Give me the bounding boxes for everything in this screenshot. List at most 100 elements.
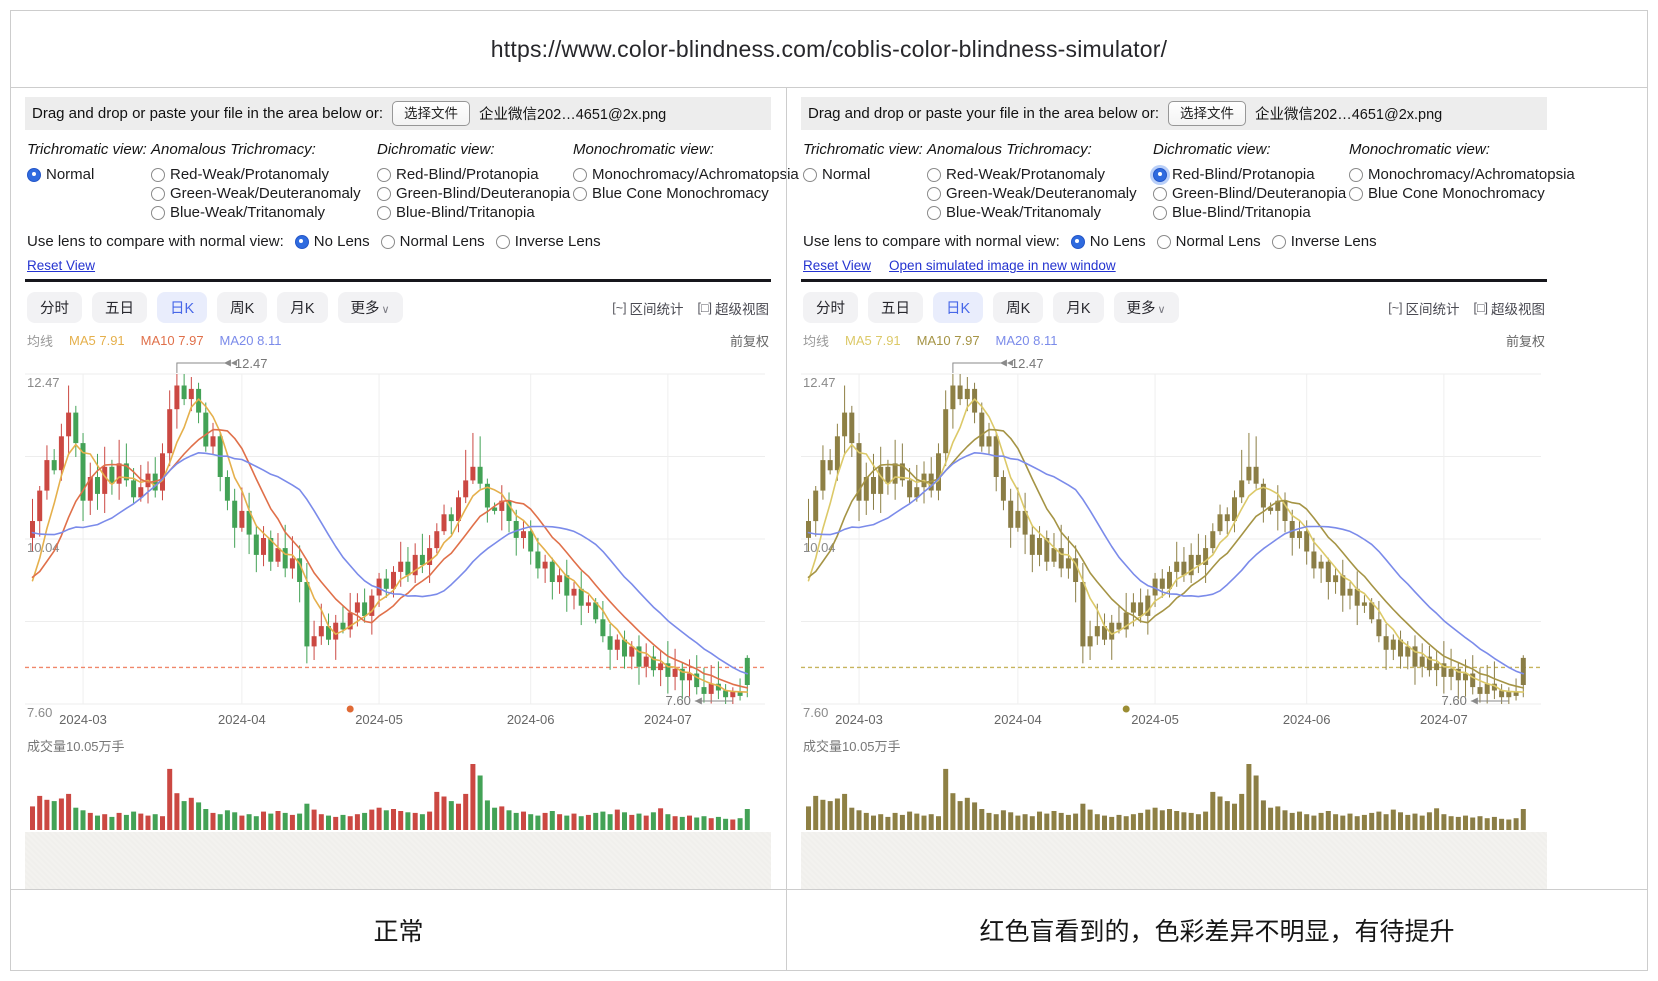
reset-view-link[interactable]: Reset View [803, 258, 872, 273]
tab-weekly-k[interactable]: 周K [217, 292, 268, 323]
radio-option-blue-blind-tritanopia[interactable]: Blue-Blind/Tritanopia [377, 203, 573, 222]
radio-option-red-blind-protanopia[interactable]: Red-Blind/Protanopia [377, 165, 573, 184]
radio-option-normal-lens[interactable]: Normal Lens [380, 232, 485, 251]
radio-option-blue-cone-monochromacy[interactable]: Blue Cone Monochromacy [1349, 184, 1575, 203]
svg-text:10.04: 10.04 [803, 540, 836, 555]
radio-option-normal-lens[interactable]: Normal Lens [1156, 232, 1261, 251]
radio-blue-weak-tritanomaly-icon [151, 205, 165, 220]
group-title: Trichromatic view: [803, 141, 923, 158]
range-stats-label: 区间统计 [1405, 301, 1460, 317]
open-simulated-image-link[interactable]: Open simulated image in new window [889, 258, 1116, 273]
radio-option-red-weak-protanomaly[interactable]: Red-Weak/Protanomaly [927, 165, 1153, 184]
panels-row: Drag and drop or paste your file in the … [11, 88, 1647, 889]
choose-file-button[interactable]: 选择文件 [1168, 101, 1247, 126]
radio-option-inverse-lens[interactable]: Inverse Lens [495, 232, 601, 251]
tab-5day[interactable]: 五日 [868, 292, 923, 323]
stock-chart-image: 分时 五日 日K 周K 月K 更多 ∨ [~] 区间统计 [□] 超级视图 [25, 279, 771, 889]
radio-label: Green-Blind/Deuteranopia [396, 185, 571, 202]
radio-option-monochromacy-achromatopsia[interactable]: Monochromacy/Achromatopsia [1349, 165, 1575, 184]
radio-green-blind-deuteranopia-icon [1153, 186, 1167, 201]
radio-label: Normal [822, 166, 871, 183]
range-stats-button[interactable]: [~] 区间统计 [1388, 298, 1459, 318]
super-view-button[interactable]: [□] 超级视图 [1474, 298, 1546, 318]
svg-text:10.04: 10.04 [27, 540, 60, 555]
option-group: Monochromatic view: Monochromacy/Achromat… [573, 141, 799, 222]
reset-view-link[interactable]: Reset View [27, 258, 96, 273]
svg-text:2024-05: 2024-05 [1131, 712, 1179, 727]
radio-inverse-lens-icon [1271, 234, 1286, 249]
radio-option-red-weak-protanomaly[interactable]: Red-Weak/Protanomaly [151, 165, 377, 184]
radio-option-blue-weak-tritanomaly[interactable]: Blue-Weak/Tritanomaly [927, 203, 1153, 222]
range-stats-label: 区间统计 [629, 301, 684, 317]
svg-text:12.47: 12.47 [1011, 356, 1044, 371]
radio-option-green-blind-deuteranopia[interactable]: Green-Blind/Deuteranopia [377, 184, 573, 203]
radio-option-no-lens[interactable]: No Lens [1070, 232, 1146, 251]
ma-legend-row: 均线 MA5 7.91 MA10 7.97 MA20 8.11 前复权 [801, 328, 1547, 352]
svg-text:成交量10.05万手: 成交量10.05万手 [27, 739, 125, 754]
radio-option-normal[interactable]: Normal [803, 165, 927, 184]
radio-normal-lens-icon [1156, 234, 1171, 249]
radio-label: Blue-Weak/Tritanomaly [170, 204, 326, 221]
chart-tabs-row: 分时 五日 日K 周K 月K 更多 ∨ [~] 区间统计 [□] 超级视图 [801, 282, 1547, 328]
tab-minute[interactable]: 分时 [803, 292, 858, 323]
radio-red-weak-protanomaly-icon [151, 167, 165, 182]
radio-option-green-weak-deuteranomaly[interactable]: Green-Weak/Deuteranomaly [927, 184, 1153, 203]
radio-option-monochromacy-achromatopsia[interactable]: Monochromacy/Achromatopsia [573, 165, 799, 184]
radio-label: Inverse Lens [514, 233, 601, 250]
links-row: Reset View [27, 258, 769, 273]
range-stats-icon: [~] [1388, 300, 1403, 315]
tab-monthly-k[interactable]: 月K [1053, 292, 1104, 323]
svg-text:12.47: 12.47 [803, 375, 836, 390]
radio-option-blue-blind-tritanopia[interactable]: Blue-Blind/Tritanopia [1153, 203, 1349, 222]
radio-option-green-blind-deuteranopia[interactable]: Green-Blind/Deuteranopia [1153, 184, 1349, 203]
radio-option-blue-weak-tritanomaly[interactable]: Blue-Weak/Tritanomaly [151, 203, 377, 222]
radio-monochromacy-achromatopsia-icon [1349, 167, 1363, 182]
radio-no-lens-icon [294, 234, 309, 249]
tab-more[interactable]: 更多 ∨ [337, 292, 403, 323]
radio-option-blue-cone-monochromacy[interactable]: Blue Cone Monochromacy [573, 184, 799, 203]
chart-tabs: 分时 五日 日K 周K 月K 更多 ∨ [803, 292, 1179, 323]
page-url: https://www.color-blindness.com/coblis-c… [11, 11, 1647, 88]
super-view-button[interactable]: [□] 超级视图 [698, 298, 770, 318]
choose-file-button[interactable]: 选择文件 [392, 101, 471, 126]
candlestick-chart-normal[interactable]: 12.47 10.04 7.60 12.47 7.60 2024-03 2024-04 202… [25, 352, 771, 832]
radio-label: Red-Weak/Protanomaly [946, 166, 1105, 183]
adjust-mode-label: 前复权 [1505, 334, 1545, 349]
ma10-value: MA10 7.97 [916, 333, 980, 348]
candlestick-chart-protanopia[interactable]: 12.47 10.04 7.60 12.47 7.60 2024-03 2024-04 202… [801, 352, 1547, 832]
range-stats-button[interactable]: [~] 区间统计 [612, 298, 683, 318]
tab-weekly-k[interactable]: 周K [993, 292, 1044, 323]
super-view-icon: [□] [1473, 300, 1489, 315]
svg-text:2024-06: 2024-06 [1283, 712, 1331, 727]
ma5-value: MA5 7.91 [845, 333, 901, 348]
adjust-mode-label: 前复权 [729, 334, 769, 349]
tab-daily-k[interactable]: 日K [157, 292, 208, 323]
group-title: Monochromatic view: [1349, 141, 1490, 158]
tab-monthly-k[interactable]: 月K [277, 292, 328, 323]
upload-bar: Drag and drop or paste your file in the … [801, 97, 1547, 130]
radio-option-green-weak-deuteranomaly[interactable]: Green-Weak/Deuteranomaly [151, 184, 377, 203]
group-title: Anomalous Trichromacy: [927, 141, 1092, 158]
radio-blue-cone-monochromacy-icon [1349, 186, 1363, 201]
radio-option-no-lens[interactable]: No Lens [294, 232, 370, 251]
caption-normal: 正常 [373, 918, 424, 946]
radio-blue-blind-tritanopia-icon [377, 205, 391, 220]
upload-instructions: Drag and drop or paste your file in the … [32, 105, 384, 122]
radio-option-red-blind-protanopia[interactable]: Red-Blind/Protanopia [1153, 165, 1349, 184]
radio-option-inverse-lens[interactable]: Inverse Lens [1271, 232, 1377, 251]
radio-label: Blue-Blind/Tritanopia [1172, 204, 1311, 221]
links-row: Reset View Open simulated image in new w… [803, 258, 1545, 273]
radio-label: Monochromacy/Achromatopsia [1368, 166, 1575, 183]
radio-option-normal[interactable]: Normal [27, 165, 151, 184]
radio-red-blind-protanopia-icon [377, 167, 391, 182]
radio-normal-icon [27, 167, 41, 182]
tab-daily-k[interactable]: 日K [933, 292, 984, 323]
tab-minute[interactable]: 分时 [27, 292, 82, 323]
tab-more[interactable]: 更多 ∨ [1113, 292, 1179, 323]
panel-normal: Drag and drop or paste your file in the … [11, 88, 799, 889]
lens-options: No Lens Normal Lens Inverse Lens [1070, 232, 1377, 251]
tab-5day[interactable]: 五日 [92, 292, 147, 323]
ma-legend-row: 均线 MA5 7.91 MA10 7.97 MA20 8.11 前复权 [25, 328, 771, 352]
image-footer-area [25, 832, 771, 889]
radio-label: Monochromacy/Achromatopsia [592, 166, 799, 183]
